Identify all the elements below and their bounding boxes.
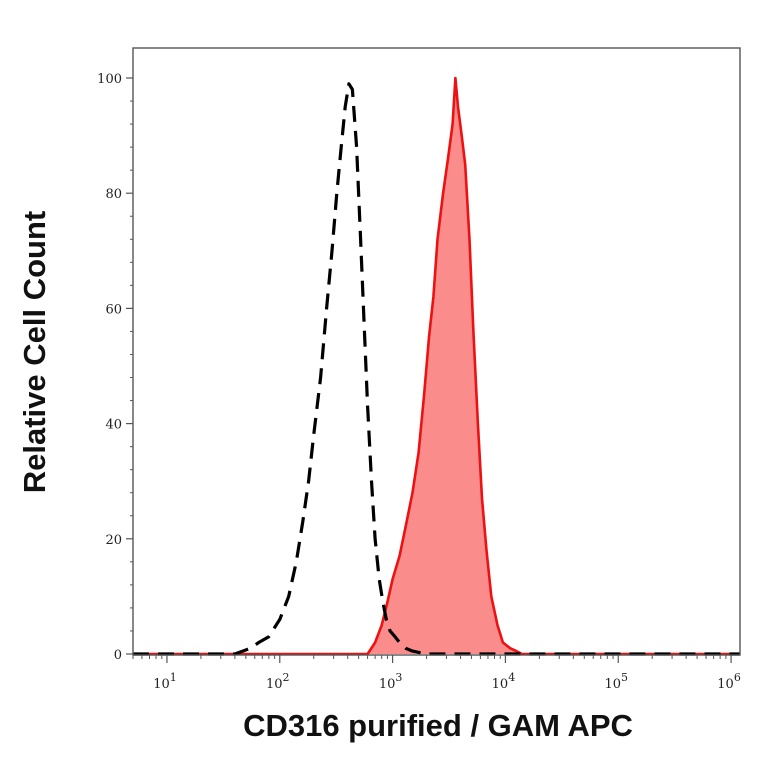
x-tick-label: 106 — [717, 671, 741, 692]
y-tick-label: 40 — [105, 418, 122, 433]
x-tick-label: 105 — [604, 671, 628, 692]
control-histogram-line — [133, 82, 740, 656]
x-axis-title: CD316 purified / GAM APC — [243, 708, 633, 743]
y-tick-label: 80 — [105, 187, 122, 202]
y-tick-label: 60 — [105, 302, 122, 317]
plot-frame — [132, 47, 741, 656]
x-tick-label: 102 — [266, 671, 290, 692]
x-tick-label: 101 — [153, 671, 177, 692]
x-tick-label: 104 — [492, 671, 516, 692]
y-axis-title: Relative Cell Count — [17, 211, 52, 494]
sample-histogram-fill — [133, 78, 740, 654]
y-tick-label: 0 — [114, 648, 122, 663]
sample-histogram-line — [133, 76, 740, 656]
x-tick-label: 103 — [379, 671, 403, 692]
y-tick-label: 20 — [105, 533, 122, 548]
y-tick-label: 100 — [97, 72, 122, 87]
plot-area — [133, 76, 740, 656]
axis-ticks: 0 20 40 60 80 100 101 102 103 104 105 106 — [97, 72, 741, 692]
